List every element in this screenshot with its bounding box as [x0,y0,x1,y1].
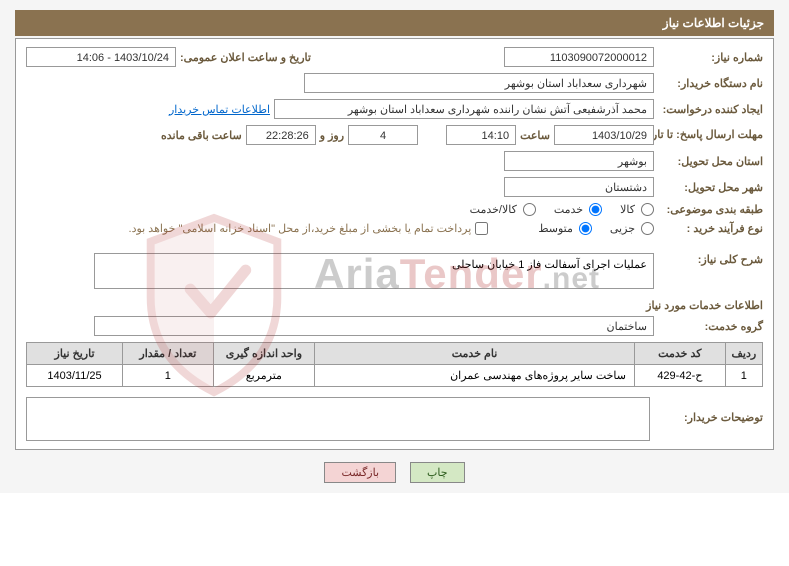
services-table: ردیف کد خدمت نام خدمت واحد اندازه گیری ت… [26,342,763,387]
deadline-date-field: 1403/10/29 [554,125,654,145]
delivery-province-field: بوشهر [504,151,654,171]
row-service-group: گروه خدمت: ساختمان [26,316,763,336]
time-label: ساعت [520,129,550,142]
buyer-org-field: شهرداری سعداباد استان بوشهر [304,73,654,93]
td-code: ح-42-429 [635,365,726,387]
buyer-notes-box [26,397,650,441]
row-purchase-type: نوع فرآیند خرید : جزیی متوسط پرداخت تمام… [26,222,763,235]
row-delivery-city: شهر محل تحویل: دشتستان [26,177,763,197]
requester-label: ایجاد کننده درخواست: [658,103,763,116]
radio-goods-label: کالا [620,203,635,216]
th-row: ردیف [725,343,762,365]
services-info-label: اطلاعات خدمات مورد نیاز [26,299,763,312]
days-remaining-field: 4 [348,125,418,145]
buyer-notes-label: توضیحات خریدار: [658,397,763,441]
contact-link[interactable]: اطلاعات تماس خریدار [169,103,270,116]
delivery-city-field: دشتستان [504,177,654,197]
need-number-field: 1103090072000012 [504,47,654,67]
category-label: طبقه بندی موضوعی: [658,203,763,216]
announce-date-label: تاریخ و ساعت اعلان عمومی: [180,51,311,64]
td-row: 1 [725,365,762,387]
purchase-type-radio-group: جزیی متوسط [526,222,654,235]
th-qty: تعداد / مقدار [123,343,214,365]
purchase-type-label: نوع فرآیند خرید : [658,222,763,235]
td-qty: 1 [123,365,214,387]
category-radio-group: کالا خدمت کالا/خدمت [458,203,654,216]
payment-checkbox-row: پرداخت تمام یا بخشی از مبلغ خرید،از محل … [129,222,489,235]
table-header-row: ردیف کد خدمت نام خدمت واحد اندازه گیری ت… [27,343,763,365]
radio-partial-label: جزیی [610,222,635,235]
deadline-time-field: 14:10 [446,125,516,145]
row-delivery-province: استان محل تحویل: بوشهر [26,151,763,171]
payment-checkbox[interactable] [475,222,488,235]
th-name: نام خدمت [315,343,635,365]
service-group-field: ساختمان [94,316,654,336]
page-title-bar: جزئیات اطلاعات نیاز [15,10,774,36]
delivery-city-label: شهر محل تحویل: [658,181,763,194]
payment-checkbox-label: پرداخت تمام یا بخشی از مبلغ خرید،از محل … [129,222,472,235]
row-need-number: شماره نیاز: 1103090072000012 تاریخ و ساع… [26,47,763,67]
row-category: طبقه بندی موضوعی: کالا خدمت کالا/خدمت [26,203,763,216]
td-unit: مترمربع [213,365,314,387]
radio-service-label: خدمت [554,203,583,216]
radio-goods-service[interactable] [523,203,536,216]
print-button[interactable]: چاپ [410,462,465,483]
th-date: تاریخ نیاز [27,343,123,365]
page-title: جزئیات اطلاعات نیاز [663,16,764,30]
row-deadline: مهلت ارسال پاسخ: تا تاریخ: 1403/10/29 سا… [26,125,763,145]
radio-medium-label: متوسط [538,222,573,235]
main-container: جزئیات اطلاعات نیاز شماره نیاز: 11030900… [0,0,789,493]
radio-service[interactable] [589,203,602,216]
row-buyer-org: نام دستگاه خریدار: شهرداری سعداباد استان… [26,73,763,93]
radio-partial[interactable] [641,222,654,235]
radio-goods-service-label: کالا/خدمت [470,203,517,216]
button-row: چاپ بازگشت [15,462,774,483]
need-desc-field: عملیات اجرای آسفالت فاز 1 خیابان ساحلی [94,253,654,289]
service-group-label: گروه خدمت: [658,320,763,333]
buyer-org-label: نام دستگاه خریدار: [658,77,763,90]
time-remaining-label: ساعت باقی مانده [161,129,242,142]
row-buyer-notes: توضیحات خریدار: [26,397,763,441]
time-remaining-field: 22:28:26 [246,125,316,145]
table-row: 1 ح-42-429 ساخت سایر پروژه‌های مهندسی عم… [27,365,763,387]
row-requester: ایجاد کننده درخواست: محمد آذرشفیعی آتش ن… [26,99,763,119]
td-date: 1403/11/25 [27,365,123,387]
form-box: شماره نیاز: 1103090072000012 تاریخ و ساع… [15,38,774,450]
need-number-label: شماره نیاز: [658,51,763,64]
back-button[interactable]: بازگشت [324,462,396,483]
row-need-desc: شرح کلی نیاز: عملیات اجرای آسفالت فاز 1 … [26,253,763,289]
deadline-label: مهلت ارسال پاسخ: تا تاریخ: [658,129,763,141]
td-name: ساخت سایر پروژه‌های مهندسی عمران [315,365,635,387]
radio-goods[interactable] [641,203,654,216]
radio-medium[interactable] [579,222,592,235]
th-unit: واحد اندازه گیری [213,343,314,365]
requester-field: محمد آذرشفیعی آتش نشان راننده شهرداری سع… [274,99,654,119]
delivery-province-label: استان محل تحویل: [658,155,763,168]
days-and-label: روز و [320,129,344,142]
need-desc-label: شرح کلی نیاز: [658,253,763,266]
announce-date-field: 1403/10/24 - 14:06 [26,47,176,67]
th-code: کد خدمت [635,343,726,365]
